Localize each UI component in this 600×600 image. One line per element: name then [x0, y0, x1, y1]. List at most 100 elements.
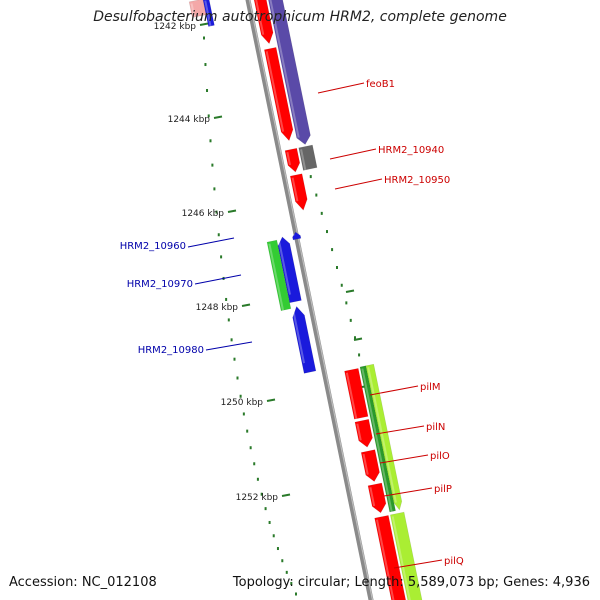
scale-dot	[211, 163, 214, 167]
scale-dots	[203, 36, 364, 596]
gene-arrow-hrm2-10940-highlight	[300, 149, 307, 171]
minor-tick	[345, 289, 355, 293]
scale-tick	[199, 22, 209, 26]
scale-dot	[225, 297, 228, 301]
scale-dot	[246, 429, 249, 433]
gene-arrow-pilm-highlight	[345, 372, 358, 419]
backbone-line	[245, 0, 374, 600]
gene-arrow-hrm2-10950-highlight	[291, 177, 299, 202]
gene-arrow-pilq-b	[389, 511, 423, 600]
scale-dot	[233, 357, 236, 361]
gene-arrow-highlight	[190, 3, 196, 18]
scale-tick-label: 1242 kbp	[154, 22, 197, 32]
scale-dot	[268, 520, 271, 524]
scale-dot	[207, 114, 210, 118]
gene-label-pilq: pilQ	[444, 556, 464, 567]
gene-arrow-highlight	[204, 0, 212, 27]
backbone	[245, 0, 374, 600]
gene-arrow-highlight	[367, 367, 397, 503]
scale-dot	[220, 255, 223, 259]
scale-dot	[285, 570, 288, 574]
topology-text: Topology: circular; Length: 5,589,073 bp…	[232, 575, 590, 590]
scale-tick-label: 1252 kbp	[236, 493, 279, 503]
gene-label-hrm2-10970: HRM2_10970	[127, 279, 193, 290]
gene-arrow	[284, 147, 301, 173]
gene-arrow-hrm2-10960	[266, 239, 292, 312]
scale-dot	[253, 462, 256, 466]
scale-tick	[241, 303, 251, 307]
callout-line-hrm2-10970	[194, 274, 242, 285]
gene-callouts: feoB1 HRM2_10940 HRM2_10950 HRM2_10960 HRM2_…	[120, 79, 464, 569]
gene-arrow-pilq-b-highlight	[391, 516, 411, 600]
gene-arrow-pilo	[360, 449, 380, 482]
scale-dot	[358, 353, 361, 357]
gene-arrow-hrm2-10950	[289, 173, 308, 211]
scale-dot	[295, 592, 297, 596]
gene-arrow-highlight	[361, 368, 393, 512]
backbone-highlight	[248, 0, 374, 600]
scale-dot	[260, 492, 263, 496]
scale-dot	[213, 187, 216, 191]
scale-dot	[217, 233, 220, 237]
gene-label-hrm2-10960: HRM2_10960	[120, 241, 186, 252]
scale-dot	[290, 581, 293, 585]
scale-dot	[345, 301, 348, 305]
gene-arrow-piln-highlight	[356, 423, 362, 441]
scale-tick	[213, 115, 223, 119]
scale-dot	[206, 88, 209, 92]
gene-label-hrm2-10940: HRM2_10940	[378, 145, 444, 156]
gene-arrow-feob1-highlight	[269, 0, 300, 138]
callout-line-hrm2-10940	[329, 148, 377, 160]
gene-arrow	[202, 0, 215, 27]
callout-line-pilo	[379, 454, 429, 464]
gene-arrow-highlight	[286, 151, 291, 166]
scale-dot	[340, 283, 343, 287]
scale-tick-label: 1246 kbp	[182, 209, 225, 219]
callout-line-hrm2-10980	[205, 341, 253, 351]
scale-dot	[203, 36, 205, 40]
scale-dot	[242, 412, 245, 416]
gene-arrow-highlight	[255, 0, 265, 35]
callout-line-piln	[375, 425, 425, 435]
map-title: Desulfobacterium autotrophicum HRM2, com…	[93, 9, 507, 25]
scale-dot	[309, 175, 312, 179]
gene-arrow-pilm	[344, 368, 369, 420]
callout-line-pilp	[383, 487, 433, 497]
gene-label-piln: pilN	[426, 422, 445, 433]
gene-arrow-pilq-highlight	[376, 519, 395, 600]
accession-text: Accession: NC_012108	[9, 575, 157, 590]
scale-dot	[230, 338, 233, 342]
scale-tick	[227, 209, 237, 213]
scale-tick-label: 1250 kbp	[221, 398, 264, 408]
minor-tick	[353, 337, 363, 341]
scale-dot	[209, 139, 212, 143]
scale-dot	[331, 248, 334, 252]
scale-dot	[349, 318, 352, 322]
scale-dot	[204, 63, 207, 67]
gene-label-pilm: pilM	[420, 382, 441, 393]
scale-dot	[320, 211, 323, 215]
gene-arrow-piln	[354, 418, 373, 448]
gene-arrow-highlight	[265, 51, 285, 132]
scale-tick	[266, 398, 276, 402]
gene-arrow	[253, 0, 274, 45]
scale-ticks: 1242 kbp 1244 kbp 1246 kbp 1248 kbp 1250 kbp…	[154, 22, 371, 503]
gene-arrow-pilp	[367, 482, 387, 514]
gene-arrow-hrm2-10970-highlight	[277, 239, 291, 295]
scale-dot	[336, 266, 338, 269]
gene-arrow-hrm2-10960-highlight	[268, 243, 285, 311]
gene-label-hrm2-10950: HRM2_10950	[384, 175, 450, 186]
gene-features	[188, 0, 423, 600]
gene-arrow	[359, 365, 396, 513]
scale-dot	[215, 210, 218, 214]
callout-line-pilm	[369, 385, 419, 396]
gene-label-pilp: pilP	[434, 484, 452, 495]
callout-line-feob1	[317, 82, 365, 94]
scale-dot	[354, 336, 356, 340]
scale-dot	[249, 446, 252, 450]
scale-dot	[315, 193, 318, 197]
gene-arrow-feob1	[268, 0, 311, 145]
callout-line-hrm2-10950	[334, 178, 383, 190]
gene-arrow	[263, 46, 294, 142]
